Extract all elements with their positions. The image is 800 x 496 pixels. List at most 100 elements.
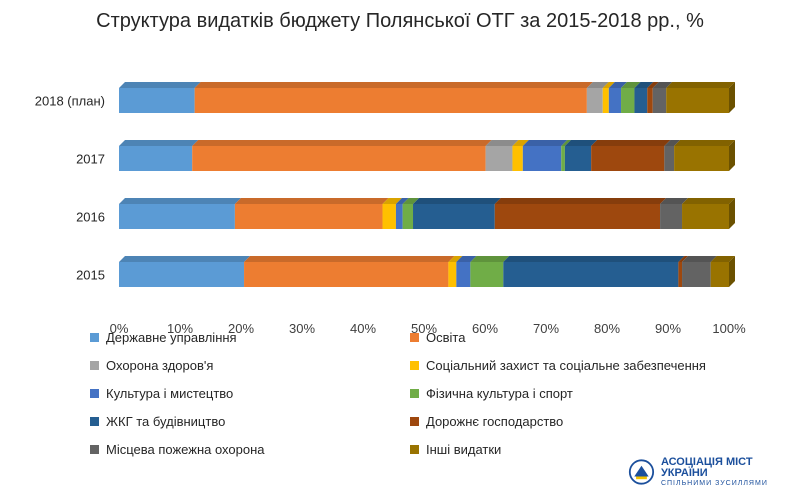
bar-segment	[382, 204, 396, 229]
legend-swatch	[90, 333, 99, 342]
bar-segment-top	[664, 140, 681, 146]
bar-segment-top	[194, 82, 593, 88]
legend-item: Фізична культура і спорт	[410, 386, 573, 401]
association-logo: АСОЦІАЦІЯ МІСТ УКРАЇНИ СПІЛЬНИМИ ЗУСИЛЛЯ…	[628, 455, 788, 489]
x-tick-label: 50%	[411, 321, 437, 336]
legend-item: Охорона здоров'я	[90, 358, 213, 373]
bar-segment-top	[402, 198, 420, 204]
legend-label: Інші видатки	[426, 442, 502, 457]
bar-side	[729, 140, 735, 171]
bar-segment-top	[470, 256, 510, 262]
bar-segment	[119, 88, 195, 113]
bar-segment-top	[591, 140, 671, 146]
bar-segment	[244, 262, 449, 287]
logo-name: АСОЦІАЦІЯ МІСТ УКРАЇНИ	[660, 455, 753, 480]
bar-segment	[678, 262, 683, 287]
legend-swatch	[90, 445, 99, 454]
bar-segment-top	[678, 256, 689, 262]
x-tick-label: 70%	[533, 321, 559, 336]
bar-segment	[456, 262, 471, 287]
bar-segment	[119, 204, 235, 229]
legend-item: Культура і мистецтво	[90, 386, 233, 401]
legend-item: Дорожнє господарство	[410, 414, 563, 429]
bar-segment-top	[710, 256, 735, 262]
x-tick-label: 10%	[167, 321, 193, 336]
bar-segment	[602, 88, 609, 113]
legend-label: Соціальний захист та соціальне забезпече…	[426, 358, 706, 373]
bar-segment	[710, 262, 729, 287]
bar-segment	[586, 88, 603, 113]
bar-segment-top	[382, 198, 402, 204]
bar-segment-top	[682, 198, 735, 204]
bar-segment-top	[234, 198, 389, 204]
bar-segment	[634, 88, 648, 113]
bar-side	[729, 82, 735, 113]
legend-label: Фізична культура і спорт	[426, 386, 573, 401]
bar-segment-top	[682, 256, 717, 262]
bar-segment-top	[494, 198, 667, 204]
bar-segment-top	[522, 140, 568, 146]
bar-segment-top	[119, 82, 201, 88]
legend-item: Державне управління	[90, 330, 237, 345]
chart-title: Структура видатків бюджету Полянської ОТ…	[96, 10, 704, 32]
bar-segment	[666, 88, 729, 113]
bar-segment-top	[119, 256, 251, 262]
bar-segment-top	[674, 140, 735, 146]
bar-segment-top	[652, 82, 673, 88]
legend-item: Освіта	[410, 330, 465, 345]
x-tick-label: 60%	[472, 321, 498, 336]
bar-segment	[621, 88, 635, 113]
bar-segment	[485, 146, 513, 171]
bar-segment	[194, 88, 587, 113]
legend-swatch	[410, 389, 419, 398]
bar-segment	[402, 204, 414, 229]
bar-segment	[413, 204, 495, 229]
legend-swatch	[90, 389, 99, 398]
x-tick-label: 30%	[289, 321, 315, 336]
x-tick-label: 0%	[110, 321, 129, 336]
legend-swatch	[90, 417, 99, 426]
bar-segment-top	[660, 198, 689, 204]
bar-segment	[664, 146, 675, 171]
legend-item: Інші видатки	[410, 442, 501, 457]
x-tick-label: 40%	[350, 321, 376, 336]
bar-segment	[494, 204, 661, 229]
bar-segment	[652, 88, 667, 113]
bar-segment	[503, 262, 679, 287]
bar-segment	[608, 88, 622, 113]
legend-item: Соціальний захист та соціальне забезпече…	[410, 358, 706, 373]
bar-segment	[119, 262, 245, 287]
bar-segment-top	[503, 256, 685, 262]
bar-segment	[192, 146, 486, 171]
legend-swatch	[90, 361, 99, 370]
legend-label: Дорожнє господарство	[426, 414, 564, 429]
bar-segment-top	[564, 140, 598, 146]
bar-segment	[234, 204, 383, 229]
logo-motto: СПІЛЬНИМИ ЗУСИЛЛЯМИ	[660, 479, 768, 487]
category-label: 2016	[76, 210, 105, 225]
bar-segment	[522, 146, 562, 171]
bar-segment-top	[647, 82, 659, 88]
bar-segment-top	[395, 198, 409, 204]
legend-item: Місцева пожежна охорона	[90, 442, 265, 457]
x-tick-label: 80%	[594, 321, 620, 336]
bar-side	[729, 256, 735, 287]
bar-segment-top	[608, 82, 628, 88]
bar-side	[729, 198, 735, 229]
bar-segment-top	[192, 140, 492, 146]
bar-segment	[647, 88, 653, 113]
bar-segment-top	[634, 82, 654, 88]
bar-segment-top	[621, 82, 641, 88]
association-logo-icon	[628, 459, 655, 485]
bar-segment	[660, 204, 683, 229]
legend-label: Державне управління	[106, 330, 237, 345]
legend-swatch	[410, 417, 419, 426]
bar-segment	[564, 146, 592, 171]
legend-swatch	[410, 333, 419, 342]
legend-label: Місцева пожежна охорона	[106, 442, 265, 457]
bar-segment	[682, 262, 711, 287]
x-tick-label: 100%	[712, 321, 746, 336]
bar-segment-top	[456, 256, 477, 262]
bar-segment	[448, 262, 457, 287]
